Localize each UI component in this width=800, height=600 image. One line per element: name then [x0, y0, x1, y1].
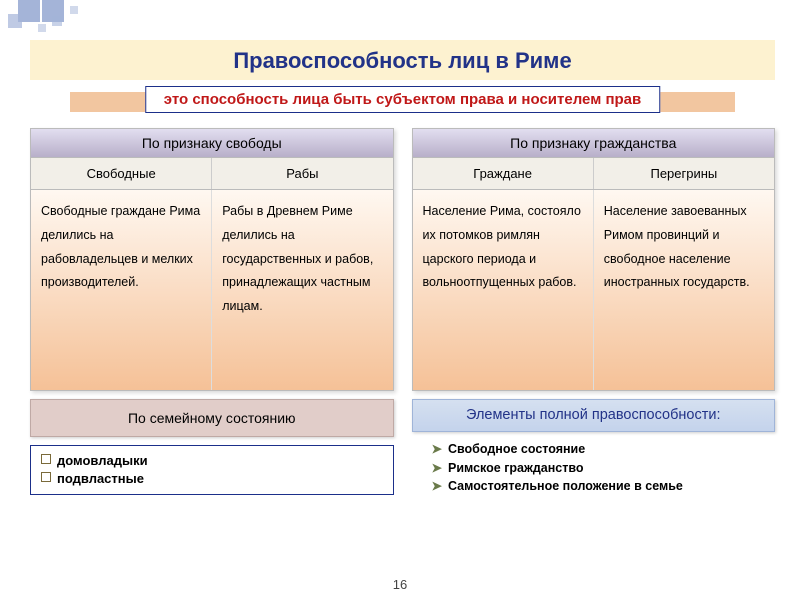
subtitle-row: это способность лица быть субъектом прав… — [30, 86, 775, 122]
table-freedom: По признаку свободы Свободные Рабы Свобо… — [30, 128, 394, 391]
table-subheader: Свободные Рабы — [31, 158, 393, 190]
list-item: подвластные — [41, 470, 383, 488]
table-header: По признаку гражданства — [413, 129, 775, 158]
elements-list: ➤Свободное состояние ➤Римское гражданств… — [412, 440, 776, 496]
col-label: Свободные — [31, 158, 212, 189]
list-item: ➤Самостоятельное положение в семье — [412, 477, 776, 496]
col-label: Рабы — [212, 158, 392, 189]
slide-content: Правоспособность лиц в Риме это способно… — [30, 40, 775, 496]
cell-text: Население завоеванных Римом провинций и … — [594, 190, 774, 390]
family-status-box: По семейному состоянию — [30, 399, 394, 437]
col-label: Граждане — [413, 158, 594, 189]
list-item: ➤Римское гражданство — [412, 459, 776, 478]
list-item: домовладыки — [41, 452, 383, 470]
arrow-icon: ➤ — [432, 442, 442, 456]
family-list-box: домовладыки подвластные — [30, 445, 394, 495]
cell-text: Рабы в Древнем Риме делились на государс… — [212, 190, 392, 390]
table-subheader: Граждане Перегрины — [413, 158, 775, 190]
family-column: По семейному состоянию домовладыки подвл… — [30, 399, 394, 496]
table-body: Население Рима, состояло их потомков рим… — [413, 190, 775, 390]
cell-text: Свободные граждане Рима делились на рабо… — [31, 190, 212, 390]
table-citizenship: По признаку гражданства Граждане Перегри… — [412, 128, 776, 391]
bottom-row: По семейному состоянию домовладыки подвл… — [30, 399, 775, 496]
arrow-icon: ➤ — [432, 461, 442, 475]
arrow-icon: ➤ — [432, 479, 442, 493]
table-header: По признаку свободы — [31, 129, 393, 158]
elements-box: Элементы полной правоспособности: — [412, 399, 776, 432]
subtitle-box: это способность лица быть субъектом прав… — [145, 86, 660, 113]
slide-title: Правоспособность лиц в Риме — [30, 40, 775, 80]
col-label: Перегрины — [594, 158, 774, 189]
list-item: ➤Свободное состояние — [412, 440, 776, 459]
cell-text: Население Рима, состояло их потомков рим… — [413, 190, 594, 390]
table-body: Свободные граждане Рима делились на рабо… — [31, 190, 393, 390]
elements-column: Элементы полной правоспособности: ➤Свобо… — [412, 399, 776, 496]
tables-row: По признаку свободы Свободные Рабы Свобо… — [30, 128, 775, 391]
corner-decoration — [0, 0, 140, 30]
page-number: 16 — [393, 577, 407, 592]
